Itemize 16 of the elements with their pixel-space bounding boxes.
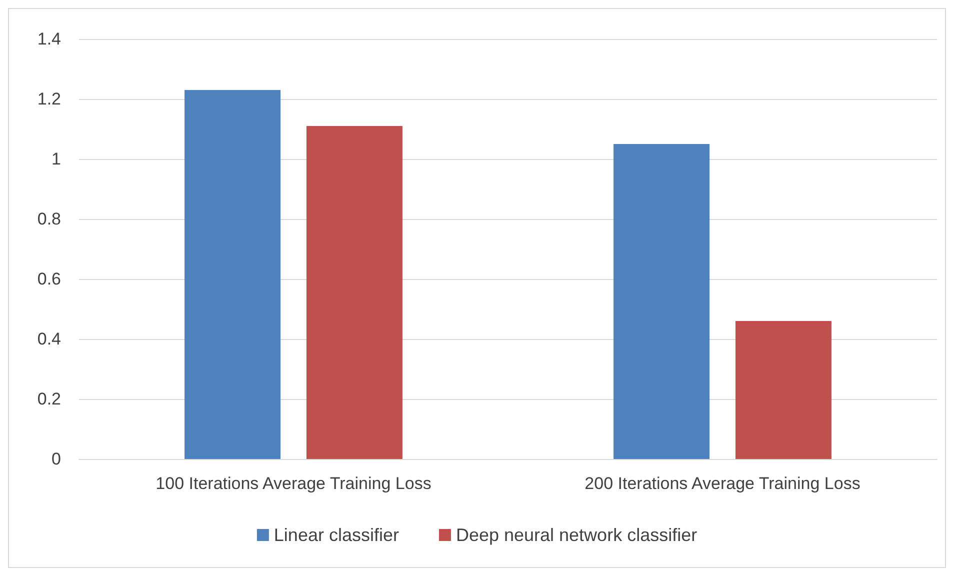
bar (735, 321, 832, 459)
y-tick-label: 0.6 (37, 270, 61, 288)
y-tick-label: 0.2 (37, 390, 61, 408)
x-tick-label: 200 Iterations Average Training Loss (584, 474, 860, 493)
bar (184, 90, 281, 459)
y-tick-label: 1.2 (37, 90, 61, 108)
bar (614, 144, 710, 459)
y-tick-label: 1 (52, 150, 61, 168)
y-tick-label: 0.8 (37, 210, 61, 228)
legend-label: Deep neural network classifier (456, 525, 698, 545)
bar (306, 126, 402, 459)
legend-label: Linear classifier (274, 525, 399, 545)
y-tick-label: 0 (52, 450, 61, 468)
x-tick-label: 100 Iterations Average Training Loss (156, 474, 432, 493)
y-tick-label: 1.4 (37, 30, 61, 48)
y-tick-label: 0.4 (37, 330, 61, 348)
